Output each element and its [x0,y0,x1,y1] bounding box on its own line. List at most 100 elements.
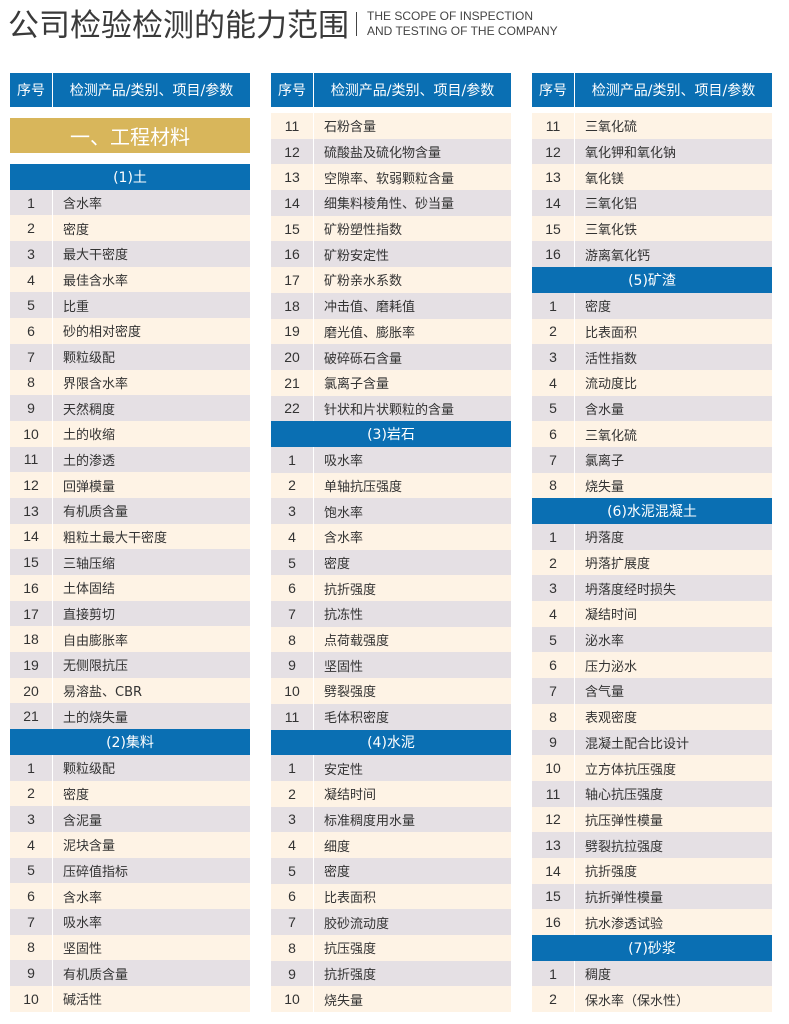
row-name: 土的烧失量 [63,710,129,726]
row-name: 有机质含量 [63,505,129,521]
row-seq: 12 [10,472,53,498]
table-row: 3 活性指数 [532,344,772,370]
table-row: 18 自由膨胀率 [10,626,250,653]
table-row: 8 表观密度 [532,703,772,730]
table-row: 8 界限含水率 [10,369,250,396]
row-name: 安定性 [324,762,364,778]
row-name: 吸水率 [324,454,364,470]
row-name: 饱水率 [324,505,364,521]
row-seq: 2 [10,215,53,242]
row-seq: 3 [532,575,575,602]
table-row: 12 抗压弹性模量 [532,806,772,833]
row-name: 针状和片状颗粒的含量 [324,402,455,418]
table-row: 8 点荷载强度 [271,626,511,653]
row-name: 抗压强度 [324,942,377,958]
row-name: 烧失量 [324,993,364,1009]
header-name: 检测产品/类别、项目/参数 [69,83,234,99]
table-row: 19 无侧限抗压 [10,652,250,678]
row-seq: 4 [532,369,575,396]
table-row: 3 标准稠度用水量 [271,806,511,833]
row-seq: 20 [271,344,314,370]
table-row: 5 比重 [10,292,250,319]
row-name: 最佳含水率 [63,274,129,290]
header-seq: 序号 [10,73,53,107]
table-row: 9 天然稠度 [10,395,250,421]
subtitle-line: AND TESTING OF THE COMPANY [367,24,558,38]
row-seq: 7 [271,601,314,627]
row-name: 泥块含量 [63,839,116,855]
row-name: 抗水渗透试验 [585,916,664,932]
row-seq: 6 [271,575,314,602]
row-seq: 4 [532,601,575,627]
row-name: 标准稠度用水量 [324,813,416,829]
row-seq: 19 [10,652,53,678]
table-row: 7 胶砂流动度 [271,909,511,935]
row-name: 有机质含量 [63,967,129,983]
row-name: 抗折弹性模量 [585,890,664,906]
row-name: 泌水率 [585,634,625,650]
row-seq: 15 [532,883,575,910]
table-row: 9 坚固性 [271,652,511,679]
table-row: 4 流动度比 [532,369,772,396]
row-name: 硫酸盐及硫化物含量 [324,146,442,162]
row-seq: 8 [532,703,575,730]
row-seq: 1 [532,524,575,550]
row-seq: 4 [10,831,53,858]
row-name: 砂的相对密度 [63,325,142,341]
table-row: 3 坍落度经时损失 [532,575,772,602]
row-name: 保水率（保水性） [585,993,690,1009]
table-row: 17 直接剪切 [10,600,250,627]
table-row: 16 抗水渗透试验 [532,909,772,935]
table-row: 4 最佳含水率 [10,266,250,293]
row-seq: 6 [532,421,575,447]
row-name: 三氧化铁 [585,223,638,239]
table-row: 15 三轴压缩 [10,549,250,575]
table-row: 2 比表面积 [532,318,772,345]
row-seq: 11 [10,446,53,473]
table-row: 6 比表面积 [271,883,511,910]
table-row: 6 压力泌水 [532,652,772,679]
row-seq: 11 [271,703,314,730]
row-name: 最大干密度 [63,248,129,264]
row-name: 含气量 [585,685,625,701]
row-seq: 17 [271,267,314,293]
table-row: 4 凝结时间 [532,601,772,627]
table-row: 19 磨光值、膨胀率 [271,318,511,345]
table-row: 2 坍落扩展度 [532,549,772,576]
table-row: 20 易溶盐、CBR [10,677,250,704]
section-header: (3)岩石 [271,421,511,447]
table-row: 11 毛体积密度 [271,703,511,730]
table-row: 16 游离氧化钙 [532,241,772,268]
row-seq: 12 [271,138,314,165]
table-column-3: 序号 检测产品/类别、项目/参数 11 三氧化硫 12 氧化钾和氧化钠 13 氧化镁 14 三氧化… [532,73,772,1013]
row-name: 坍落度经时损失 [585,582,677,598]
table-row: 20 破碎砾石含量 [271,344,511,370]
table-row: 13 空隙率、软弱颗粒含量 [271,164,511,191]
row-name: 密度 [63,222,90,238]
row-name: 细集料棱角性、砂当量 [324,197,455,213]
row-name: 单轴抗压强度 [324,479,403,495]
row-seq: 7 [271,909,314,935]
row-seq: 2 [10,780,53,807]
table-row: 7 含气量 [532,678,772,704]
row-seq: 14 [10,523,53,550]
table-row: 9 混凝土配合比设计 [532,729,772,756]
row-seq: 13 [532,164,575,191]
section-header: (6)水泥混凝土 [532,498,772,524]
category-banner: 一、工程材料 [10,118,250,153]
row-name: 土的渗透 [63,453,116,469]
row-name: 立方体抗压强度 [585,762,677,778]
row-name: 矿粉塑性指数 [324,223,403,239]
table-row: 5 密度 [271,549,511,576]
row-name: 坍落度 [585,531,625,547]
row-seq: 18 [10,626,53,653]
row-seq: 13 [532,832,575,858]
row-seq: 3 [10,241,53,267]
row-name: 坍落扩展度 [585,557,651,573]
row-seq: 6 [10,318,53,344]
section-header: (7)砂浆 [532,935,772,961]
row-name: 密度 [63,787,90,803]
table-row: 10 劈裂强度 [271,678,511,704]
table-row: 1 安定性 [271,755,511,781]
table-row: 2 保水率（保水性） [532,986,772,1013]
